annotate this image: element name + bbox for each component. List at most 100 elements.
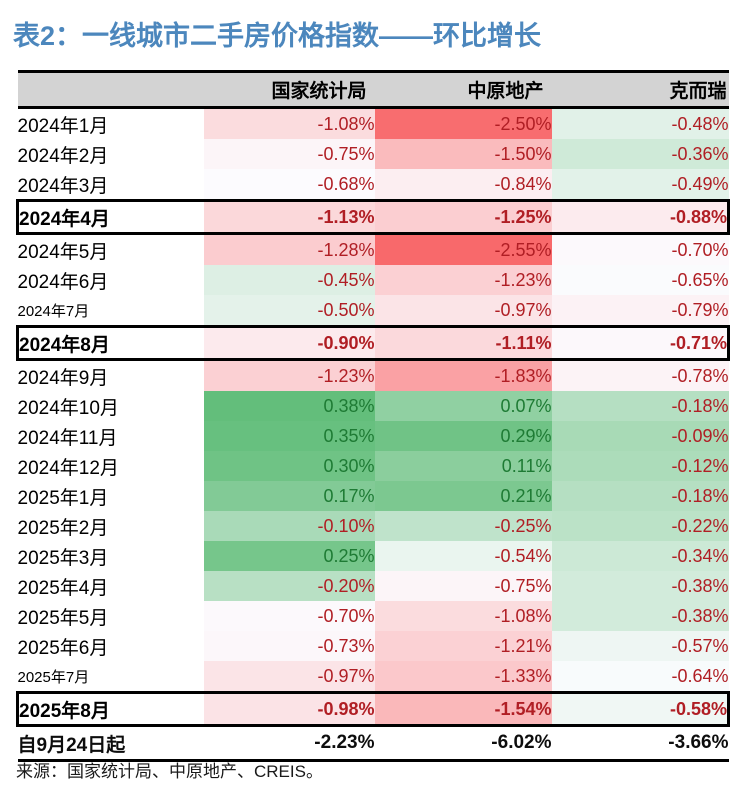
- month-label: 2025年6月: [17, 631, 204, 661]
- value-cell: -0.97%: [374, 295, 552, 327]
- value-cell: -1.54%: [374, 691, 552, 727]
- table-row: 2024年12月 0.30% 0.11% -0.12%: [17, 451, 729, 481]
- month-label: 2024年11月: [17, 421, 204, 451]
- value-cell: 0.07%: [374, 391, 552, 421]
- table-body: 2024年1月 -1.08% -2.50% -0.48% 2024年2月 -0.75% -1…: [16, 107, 730, 761]
- value-cell: -0.25%: [374, 511, 552, 541]
- value-cell: -0.48%: [551, 107, 729, 139]
- value-cell: -1.13%: [203, 199, 375, 235]
- table-row: 2024年3月 -0.68% -0.84% -0.49%: [17, 169, 729, 201]
- month-label: 2024年6月: [17, 265, 204, 295]
- table-row: 2024年10月 0.38% 0.07% -0.18%: [17, 391, 729, 421]
- value-cell: 0.38%: [203, 391, 375, 421]
- table-row: 2024年6月 -0.45% -1.23% -0.65%: [17, 265, 729, 295]
- table-row: 2025年3月 0.25% -0.54% -0.34%: [17, 541, 729, 571]
- value-cell: -0.64%: [551, 661, 729, 693]
- value-cell: -0.84%: [374, 169, 552, 201]
- value-cell: -0.75%: [203, 139, 375, 169]
- value-cell: -0.45%: [203, 265, 375, 295]
- row-header-blank: [17, 71, 204, 109]
- value-cell: -0.78%: [551, 359, 729, 391]
- month-label: 2024年10月: [17, 391, 204, 421]
- value-cell: -1.11%: [374, 325, 552, 361]
- value-cell: -0.18%: [551, 481, 729, 511]
- value-cell: -1.83%: [374, 359, 552, 391]
- value-cell: -0.75%: [374, 571, 552, 601]
- month-label: 2025年4月: [17, 571, 204, 601]
- table-row: 2025年7月 -0.97% -1.33% -0.64%: [17, 661, 729, 693]
- value-cell: -0.34%: [551, 541, 729, 571]
- value-cell: -1.23%: [203, 359, 375, 391]
- month-label: 2024年2月: [17, 139, 204, 169]
- col-header-cric: 克而瑞: [551, 71, 729, 109]
- value-cell: -0.49%: [551, 169, 729, 201]
- value-cell: -0.97%: [203, 661, 375, 693]
- month-label: 2025年3月: [17, 541, 204, 571]
- value-cell: -1.21%: [374, 631, 552, 661]
- value-cell: -0.10%: [203, 511, 375, 541]
- month-label: 2025年8月: [16, 691, 204, 727]
- value-cell: 0.30%: [203, 451, 375, 481]
- table-row: 2024年11月 0.35% 0.29% -0.09%: [17, 421, 729, 451]
- value-cell: 0.11%: [374, 451, 552, 481]
- month-label: 2024年1月: [17, 107, 204, 139]
- table-row: 2024年9月 -1.23% -1.83% -0.78%: [17, 359, 729, 391]
- table-row: 2025年2月 -0.10% -0.25% -0.22%: [17, 511, 729, 541]
- table-row: 2024年4月 -1.13% -1.25% -0.88%: [16, 199, 730, 235]
- value-cell: -0.68%: [203, 169, 375, 201]
- value-cell: -1.33%: [374, 661, 552, 693]
- value-cell: -0.79%: [551, 295, 729, 327]
- month-label: 自9月24日起: [17, 725, 204, 761]
- table-row: 2025年1月 0.17% 0.21% -0.18%: [17, 481, 729, 511]
- value-cell: -0.71%: [551, 325, 730, 361]
- table-row: 2024年5月 -1.28% -2.55% -0.70%: [17, 233, 729, 265]
- table-row: 2024年8月 -0.90% -1.11% -0.71%: [16, 325, 730, 361]
- month-label: 2024年4月: [16, 199, 204, 235]
- value-cell: -0.18%: [551, 391, 729, 421]
- value-cell: -2.50%: [374, 107, 552, 139]
- value-cell: -0.57%: [551, 631, 729, 661]
- value-cell: -2.23%: [314, 732, 375, 753]
- table-row: 2024年2月 -0.75% -1.50% -0.36%: [17, 139, 729, 169]
- value-cell: -0.73%: [203, 631, 375, 661]
- table-row: 2024年7月 -0.50% -0.97% -0.79%: [17, 295, 729, 327]
- table-row: 2025年6月 -0.73% -1.21% -0.57%: [17, 631, 729, 661]
- value-cell: -0.36%: [551, 139, 729, 169]
- value-cell: -0.70%: [203, 601, 375, 631]
- month-label: 2025年2月: [17, 511, 204, 541]
- summary-row: 自9月24日起 -2.23% -6.02% -3.66%: [17, 725, 729, 761]
- value-cell: -1.23%: [374, 265, 552, 295]
- source-note: 来源：国家统计局、中原地产、CREIS。: [16, 762, 323, 781]
- value-cell: -0.22%: [551, 511, 729, 541]
- month-label: 2024年5月: [17, 233, 204, 265]
- value-cell: -6.02%: [491, 732, 552, 753]
- value-cell: -0.98%: [203, 691, 375, 727]
- value-cell: -0.12%: [551, 451, 729, 481]
- value-cell: -0.20%: [203, 571, 375, 601]
- table-row: 2024年1月 -1.08% -2.50% -0.48%: [17, 107, 729, 139]
- value-cell: -1.08%: [374, 601, 552, 631]
- value-cell: -0.70%: [551, 233, 729, 265]
- value-cell: -0.09%: [551, 421, 729, 451]
- value-cell: -0.65%: [551, 265, 729, 295]
- value-cell: 0.21%: [374, 481, 552, 511]
- value-cell: -3.66%: [668, 732, 729, 753]
- value-cell: -1.50%: [374, 139, 552, 169]
- header-row: 国家统计局 中原地产 克而瑞: [17, 71, 729, 109]
- page-title: 表2：一线城市二手房价格指数——环比增长: [13, 21, 542, 51]
- table-row: 2025年8月 -0.98% -1.54% -0.58%: [16, 691, 730, 727]
- value-cell: -0.50%: [203, 295, 375, 327]
- table-row: 2025年4月 -0.20% -0.75% -0.38%: [17, 571, 729, 601]
- month-label: 2024年7月: [17, 295, 204, 327]
- value-cell: -0.38%: [551, 571, 729, 601]
- value-cell: -1.25%: [374, 199, 552, 235]
- month-label: 2025年5月: [17, 601, 204, 631]
- value-cell: 0.35%: [203, 421, 375, 451]
- value-cell: -1.08%: [203, 107, 375, 139]
- month-label: 2024年12月: [17, 451, 204, 481]
- value-cell: -0.38%: [551, 601, 729, 631]
- value-cell: -2.55%: [374, 233, 552, 265]
- value-cell: 0.25%: [203, 541, 375, 571]
- month-label: 2024年8月: [16, 325, 204, 361]
- value-cell: -0.88%: [551, 199, 730, 235]
